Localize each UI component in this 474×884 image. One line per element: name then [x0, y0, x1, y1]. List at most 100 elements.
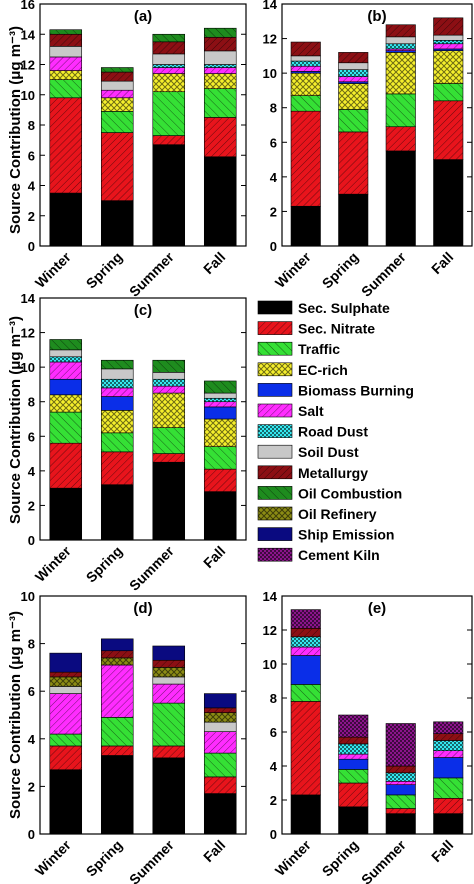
x-tick-label: Winter	[272, 836, 314, 878]
panel-1: Winter Spring Summer Fall 0 2 4 6 8 10 12 14 16 (a)	[21, 0, 247, 300]
bar-biomass-burning-spring	[338, 758, 369, 770]
bar-soil-dust-spring	[100, 368, 134, 380]
y-tick-label: 8	[28, 637, 35, 652]
bar-hatch-salt-summer	[152, 684, 185, 704]
bar-hatch-cement-kiln-winter	[291, 609, 321, 629]
x-tick-label: Spring	[83, 837, 126, 880]
bar-hatch-salt-spring	[338, 76, 368, 82]
bar-hatch-traffic-summer	[152, 703, 185, 746]
bar-hatch-cement-kiln-fall	[433, 721, 463, 734]
bar-hatch-oil-combustion-winter	[49, 339, 82, 350]
bar-hatch-oil-combustion-fall	[204, 380, 237, 394]
legend-label-ec-rich: EC-rich	[298, 362, 348, 378]
bar-soil-dust-fall	[203, 50, 237, 65]
x-tick-label: Spring	[83, 543, 126, 586]
bar-hatch-sec-nitrate-fall	[204, 776, 237, 794]
bar-hatch-traffic-fall	[433, 83, 463, 101]
bar-sec-sulphate-fall	[203, 491, 237, 541]
panel-title: (b)	[367, 8, 386, 25]
bar-hatch-metallurgy-spring	[101, 650, 134, 658]
bar-hatch-road-dust-winter	[49, 356, 82, 362]
y-tick-label: 10	[21, 589, 35, 604]
bar-hatch-traffic-spring	[338, 109, 368, 132]
bar-hatch-metallurgy-fall	[204, 707, 237, 713]
bar-hatch-oil-combustion-summer	[152, 360, 185, 373]
bar-hatch-salt-fall	[433, 750, 463, 758]
bar-sec-sulphate-fall	[433, 159, 464, 247]
panel-title: (a)	[134, 8, 152, 25]
x-tick-label: Summer	[126, 836, 177, 884]
bar-biomass-burning-fall	[433, 757, 464, 779]
bar-hatch-sec-nitrate-summer	[386, 126, 416, 151]
bar-hatch-traffic-summer	[152, 427, 185, 454]
y-tick-label: 8	[28, 395, 35, 410]
bar-sec-sulphate-winter	[49, 487, 83, 541]
y-tick-label: 0	[28, 239, 35, 254]
bar-hatch-traffic-winter	[291, 95, 321, 112]
bar-hatch-metallurgy-summer	[386, 766, 416, 773]
bar-hatch-ec-rich-spring	[101, 410, 134, 433]
bar-sec-sulphate-spring	[338, 806, 369, 835]
bar-hatch-sec-nitrate-summer	[386, 808, 416, 814]
bar-hatch-traffic-fall	[433, 777, 463, 799]
bar-soil-dust-summer	[385, 36, 416, 45]
plot-frame	[281, 595, 473, 835]
bar-hatch-salt-summer	[152, 386, 185, 394]
bar-hatch-sec-nitrate-winter	[49, 745, 82, 770]
bar-hatch-road-dust-winter	[291, 636, 321, 647]
x-tick-label: Fall	[200, 543, 228, 571]
bar-sec-sulphate-summer	[385, 150, 416, 247]
legend-swatch-hatch-metallurgy	[258, 465, 292, 479]
legend-label-cement-kiln: Cement Kiln	[298, 547, 380, 563]
bar-hatch-traffic-fall	[204, 446, 237, 470]
legend-label-sec-sulphate: Sec. Sulphate	[298, 300, 390, 316]
legend-swatch-hatch-traffic	[258, 342, 292, 356]
bar-hatch-sec-nitrate-spring	[101, 745, 134, 756]
bar-hatch-road-dust-summer	[152, 64, 185, 68]
bar-hatch-oil-combustion-spring	[101, 67, 134, 73]
bar-hatch-metallurgy-spring	[101, 72, 134, 82]
legend-swatch-hatch-ec-rich	[258, 362, 292, 376]
bar-sec-sulphate-winter	[49, 769, 83, 835]
bar-hatch-ec-rich-spring	[338, 83, 368, 110]
bar-hatch-traffic-winter	[291, 684, 321, 702]
bar-hatch-ec-rich-spring	[101, 97, 134, 112]
legend-swatch-hatch-oil-refinery	[258, 507, 292, 520]
bar-hatch-road-dust-spring	[338, 69, 368, 77]
bar-hatch-ec-rich-summer	[386, 52, 416, 94]
legend-label-ship-emission: Ship Emission	[298, 527, 394, 543]
bar-sec-sulphate-winter	[49, 192, 83, 247]
y-tick-label: 0	[270, 827, 277, 842]
bar-hatch-salt-spring	[101, 90, 134, 98]
x-tick-label: Summer	[358, 836, 409, 884]
bar-hatch-ec-rich-summer	[152, 73, 185, 92]
panel-title: (d)	[133, 600, 152, 617]
bar-soil-dust-winter	[49, 46, 83, 58]
bar-hatch-traffic-winter	[49, 79, 82, 98]
y-tick-label: 6	[28, 684, 35, 699]
bar-hatch-metallurgy-spring	[338, 52, 368, 63]
bar-biomass-burning-spring	[100, 396, 134, 411]
bar-hatch-salt-winter	[49, 361, 82, 380]
bar-sec-sulphate-winter	[290, 794, 321, 835]
bar-ship-emission-summer	[152, 645, 186, 661]
bar-hatch-sec-nitrate-spring	[101, 451, 134, 485]
bar-hatch-traffic-spring	[338, 769, 368, 783]
bar-sec-sulphate-fall	[203, 793, 237, 835]
bar-hatch-salt-spring	[101, 387, 134, 397]
y-tick-label: 12	[263, 623, 277, 638]
bar-hatch-traffic-summer	[386, 794, 416, 809]
bar-hatch-metallurgy-winter	[49, 34, 82, 47]
bar-hatch-salt-summer	[386, 48, 416, 51]
bar-soil-dust-winter	[49, 686, 83, 694]
bar-hatch-salt-fall	[204, 67, 237, 74]
x-tick-label: Summer	[126, 248, 177, 299]
bar-hatch-traffic-fall	[204, 88, 237, 118]
legend-swatch-soil-dust	[257, 444, 293, 459]
bar-biomass-burning-winter	[49, 378, 83, 396]
y-axis-label: Source Contribution (μg m⁻³)	[7, 611, 24, 819]
y-tick-label: 4	[270, 759, 278, 774]
y-tick-label: 10	[21, 360, 35, 375]
panel-3: Winter Spring Summer Fall 0 2 4 6 8 10 12 14 (c)	[21, 291, 247, 594]
